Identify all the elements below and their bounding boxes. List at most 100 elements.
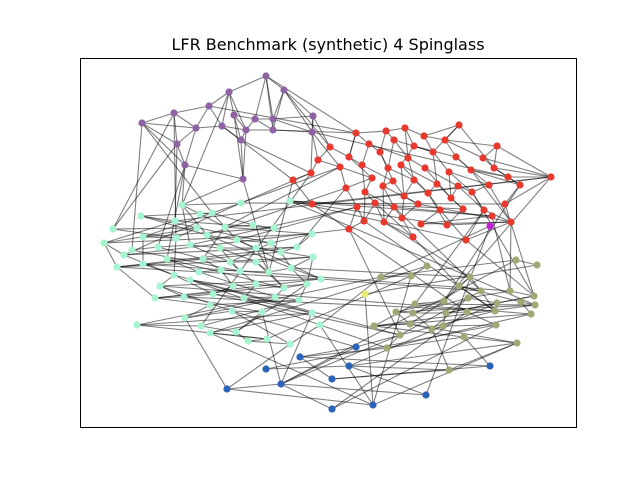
network-edge xyxy=(493,167,552,178)
network-edge xyxy=(116,263,144,268)
network-node-red xyxy=(326,143,334,151)
network-edge xyxy=(331,365,491,380)
network-node-purple xyxy=(269,115,277,123)
network-node-mint xyxy=(229,282,237,290)
network-node-red xyxy=(433,180,441,188)
network-edge xyxy=(423,124,460,137)
network-edge xyxy=(348,342,518,367)
network-node-olive xyxy=(466,273,474,281)
network-edge xyxy=(200,325,237,333)
network-edge xyxy=(463,336,491,367)
network-node-olive xyxy=(439,322,447,330)
network-node-mint xyxy=(286,340,294,348)
network-node-olive xyxy=(464,294,472,302)
network-edge xyxy=(183,296,263,313)
network-node-mint xyxy=(308,230,316,238)
network-edge xyxy=(181,202,242,206)
network-node-olive xyxy=(396,331,404,339)
network-node-mint xyxy=(316,321,324,329)
network-edge xyxy=(159,285,496,312)
network-node-red xyxy=(459,205,467,213)
network-edge xyxy=(331,311,468,410)
network-edge xyxy=(361,143,370,166)
network-node-red xyxy=(401,124,409,132)
network-edge xyxy=(319,276,382,326)
network-edge xyxy=(103,227,198,244)
network-edge xyxy=(299,346,357,358)
network-edge xyxy=(157,244,191,248)
network-node-mint xyxy=(233,236,241,244)
network-node-red xyxy=(507,218,515,226)
network-edge xyxy=(229,242,272,263)
network-node-olive xyxy=(406,320,414,328)
network-node-red xyxy=(441,136,449,144)
network-edge xyxy=(208,105,223,127)
network-edge xyxy=(112,143,178,230)
network-edge xyxy=(181,164,186,206)
network-edge xyxy=(448,171,490,186)
network-edge xyxy=(509,290,535,297)
network-edge xyxy=(184,304,211,319)
network-edge xyxy=(173,274,214,295)
network-node-purple xyxy=(239,175,247,183)
network-node-blue xyxy=(345,362,353,370)
network-edge xyxy=(382,185,385,223)
network-edge xyxy=(265,75,357,134)
network-edge xyxy=(414,209,485,305)
network-node-mint xyxy=(277,248,285,256)
network-node-mint xyxy=(249,221,257,229)
network-node-purple xyxy=(269,126,277,134)
network-edge xyxy=(339,166,373,179)
network-edge xyxy=(254,75,267,120)
network-node-red xyxy=(345,153,353,161)
network-node-olive xyxy=(477,287,485,295)
network-node-purple xyxy=(237,136,245,144)
network-edge xyxy=(373,304,536,327)
network-edge xyxy=(136,312,313,326)
network-node-mint xyxy=(258,308,266,316)
network-node-mint xyxy=(252,280,260,288)
network-node-mint xyxy=(226,258,234,266)
network-edge xyxy=(289,200,467,241)
network-node-mint xyxy=(286,197,294,205)
network-edge xyxy=(401,195,405,219)
network-edge xyxy=(189,279,313,314)
network-node-purple xyxy=(308,128,316,136)
network-node-red xyxy=(308,200,316,208)
network-edge xyxy=(199,213,226,228)
figure-title: LFR Benchmark (synthetic) 4 Spinglass xyxy=(171,35,484,54)
network-node-olive xyxy=(442,309,450,317)
network-edge xyxy=(116,256,314,268)
network-node-red xyxy=(504,173,512,181)
network-node-mint xyxy=(271,293,279,301)
network-node-red xyxy=(368,174,376,182)
network-edge xyxy=(265,365,350,370)
network-node-red xyxy=(410,142,418,150)
network-node-mint xyxy=(317,275,325,283)
network-node-purple xyxy=(225,88,233,96)
network-node-olive xyxy=(383,344,391,352)
network-node-blue xyxy=(328,405,336,413)
network-node-red xyxy=(289,176,297,184)
network-edge xyxy=(448,171,452,199)
network-node-red xyxy=(404,154,412,162)
network-node-mint xyxy=(237,199,245,207)
network-node-olive xyxy=(407,272,415,280)
network-node-red xyxy=(389,177,397,185)
network-edge xyxy=(142,263,175,276)
network-edge xyxy=(184,317,228,390)
network-edge xyxy=(141,122,197,129)
network-node-red xyxy=(467,166,475,174)
network-edge xyxy=(242,129,247,180)
network-node-mint xyxy=(178,201,186,209)
network-node-mint xyxy=(186,241,194,249)
network-edge xyxy=(240,139,244,180)
network-edge xyxy=(296,187,347,248)
network-edge xyxy=(173,112,177,239)
network-node-red xyxy=(480,206,488,214)
network-node-mint xyxy=(128,246,136,254)
network-node-mint xyxy=(163,255,171,263)
network-edge xyxy=(154,296,185,299)
network-edge xyxy=(372,342,518,406)
network-node-mint xyxy=(208,209,216,217)
